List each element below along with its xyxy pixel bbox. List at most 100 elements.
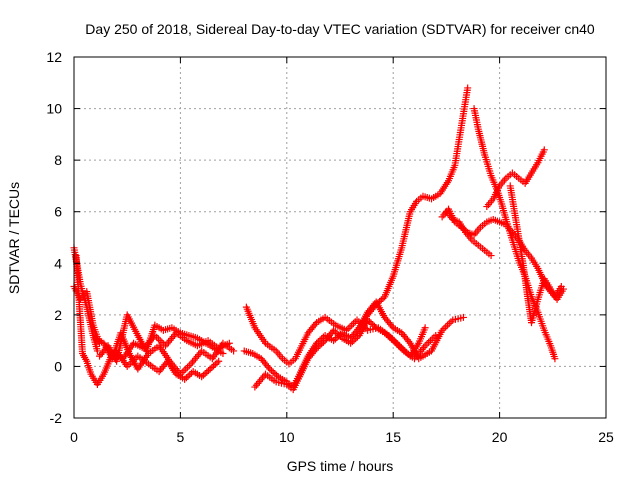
data-point	[464, 84, 472, 92]
y-tick-label: 2	[54, 307, 62, 323]
data-point	[445, 319, 453, 327]
data-point	[182, 365, 190, 373]
data-point	[184, 372, 192, 380]
x-tick-label: 5	[177, 429, 185, 445]
data-point	[369, 321, 377, 329]
data-point	[199, 371, 207, 379]
plot-frame	[73, 56, 607, 419]
data-point	[93, 347, 101, 355]
data-point	[370, 322, 378, 330]
data-point	[559, 285, 567, 293]
y-tick-label: 0	[54, 358, 62, 374]
data-point	[267, 367, 275, 375]
data-point	[425, 338, 433, 346]
data-point	[333, 329, 341, 337]
series-arc-14	[483, 146, 548, 211]
data-point	[365, 318, 373, 326]
series-arc-10	[355, 84, 472, 332]
data-point	[443, 321, 451, 329]
data-point	[273, 371, 281, 379]
data-marks	[70, 84, 567, 394]
series-arc-8	[240, 298, 467, 391]
data-point	[344, 325, 352, 333]
data-point	[551, 355, 559, 363]
data-point	[349, 319, 357, 327]
data-point	[211, 360, 219, 368]
data-point	[208, 363, 216, 371]
x-tick-label: 0	[70, 429, 78, 445]
data-point	[330, 326, 338, 334]
data-point	[350, 336, 358, 344]
data-point	[316, 341, 324, 349]
data-point	[423, 340, 431, 348]
data-point	[442, 323, 450, 331]
data-point	[386, 334, 394, 342]
data-point	[379, 294, 387, 302]
data-point	[384, 332, 392, 340]
data-point	[204, 367, 212, 375]
y-tick-label: -2	[50, 410, 63, 426]
series-arc-6	[113, 347, 223, 383]
data-point	[336, 333, 344, 341]
data-point	[459, 313, 467, 321]
data-point	[198, 373, 206, 381]
data-point	[183, 363, 191, 371]
data-point	[382, 330, 390, 338]
data-point	[352, 335, 360, 343]
data-point	[311, 346, 319, 354]
y-tick-label: 4	[54, 255, 62, 271]
data-point	[266, 365, 274, 373]
data-point	[347, 339, 355, 347]
axis-ticks: 0 5 10 15 20 25 -2 0 2 4 6 8 10 12	[46, 49, 614, 445]
data-point	[206, 365, 214, 373]
data-point	[313, 344, 321, 352]
series-arc-9	[251, 316, 440, 394]
data-point	[269, 368, 277, 376]
data-point	[487, 252, 495, 260]
y-tick-label: 10	[46, 101, 62, 117]
data-point	[271, 370, 279, 378]
data-point	[210, 362, 218, 370]
data-point	[421, 324, 429, 332]
grid	[74, 57, 606, 418]
y-tick-label: 8	[54, 152, 62, 168]
data-point	[387, 335, 395, 343]
data-point	[331, 328, 339, 336]
data-point	[219, 350, 227, 358]
x-tick-label: 10	[279, 429, 295, 445]
x-tick-label: 20	[492, 429, 508, 445]
data-point	[180, 367, 188, 375]
x-axis-label: GPS time / hours	[287, 458, 394, 474]
data-point	[185, 362, 193, 370]
data-point	[154, 335, 162, 343]
data-point	[348, 338, 356, 346]
data-point	[156, 337, 164, 345]
data-point	[367, 319, 375, 327]
data-point	[405, 338, 413, 346]
data-point	[377, 296, 385, 304]
y-tick-label: 6	[54, 204, 62, 220]
data-point	[181, 375, 189, 383]
data-point	[432, 331, 440, 339]
data-point	[388, 322, 396, 330]
data-point	[371, 302, 379, 310]
y-axis-label: SDTVAR / TECUs	[6, 182, 22, 294]
data-point	[318, 340, 326, 348]
series-arc-15	[506, 182, 567, 327]
data-point	[376, 297, 384, 305]
data-point	[203, 368, 211, 376]
data-point	[314, 343, 322, 351]
data-point	[201, 370, 209, 378]
data-point	[186, 371, 194, 379]
data-point	[372, 301, 380, 309]
y-tick-label: 12	[46, 49, 62, 65]
data-point	[335, 331, 343, 339]
data-point	[331, 335, 339, 343]
data-point	[230, 347, 238, 355]
series-arc-13	[470, 105, 559, 363]
x-tick-label: 25	[598, 429, 614, 445]
data-point	[381, 329, 389, 337]
data-point	[311, 320, 319, 328]
data-point	[182, 374, 190, 382]
